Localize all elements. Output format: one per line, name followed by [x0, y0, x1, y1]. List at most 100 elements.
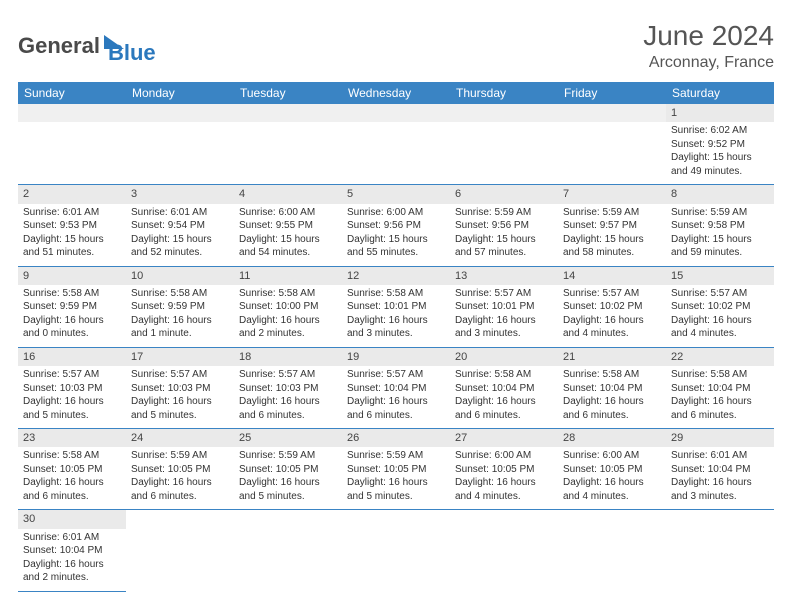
title-block: June 2024 Arconnay, France	[643, 20, 774, 72]
day-content-cell: Sunrise: 5:58 AMSunset: 10:04 PMDaylight…	[558, 366, 666, 429]
day-content-cell: Sunrise: 5:58 AMSunset: 9:59 PMDaylight:…	[18, 285, 126, 348]
day-content-cell: Sunrise: 5:58 AMSunset: 10:01 PMDaylight…	[342, 285, 450, 348]
sunrise-text: Sunrise: 5:57 AM	[671, 287, 769, 301]
day-info: Sunrise: 5:57 AMSunset: 10:02 PMDaylight…	[563, 287, 661, 341]
daylight-text: Daylight: 15 hours and 59 minutes.	[671, 233, 769, 260]
day-number: 28	[563, 431, 661, 445]
weekday-friday: Friday	[558, 82, 666, 104]
day-number-cell: 29	[666, 429, 774, 448]
day-number-cell	[450, 510, 558, 529]
sunrise-text: Sunrise: 5:58 AM	[455, 368, 553, 382]
day-content-cell: Sunrise: 6:00 AMSunset: 10:05 PMDaylight…	[558, 447, 666, 510]
daylight-text: Daylight: 16 hours and 3 minutes.	[671, 476, 769, 503]
day-info: Sunrise: 5:57 AMSunset: 10:03 PMDaylight…	[239, 368, 337, 422]
day-number: 23	[23, 431, 121, 445]
day-number: 17	[131, 350, 229, 364]
sunset-text: Sunset: 10:04 PM	[347, 382, 445, 396]
weekday-thursday: Thursday	[450, 82, 558, 104]
daylight-text: Daylight: 15 hours and 55 minutes.	[347, 233, 445, 260]
day-number: 6	[455, 187, 553, 201]
day-content-cell: Sunrise: 6:00 AMSunset: 9:56 PMDaylight:…	[342, 204, 450, 267]
daylight-text: Daylight: 16 hours and 5 minutes.	[23, 395, 121, 422]
sunset-text: Sunset: 10:05 PM	[563, 463, 661, 477]
day-info: Sunrise: 5:57 AMSunset: 10:03 PMDaylight…	[131, 368, 229, 422]
day-info: Sunrise: 5:59 AMSunset: 9:58 PMDaylight:…	[671, 206, 769, 260]
day-number: 2	[23, 187, 121, 201]
sunrise-text: Sunrise: 5:59 AM	[347, 449, 445, 463]
sunset-text: Sunset: 10:05 PM	[347, 463, 445, 477]
day-number-cell	[558, 510, 666, 529]
day-content-cell: Sunrise: 5:57 AMSunset: 10:04 PMDaylight…	[342, 366, 450, 429]
day-content-cell: Sunrise: 5:59 AMSunset: 10:05 PMDaylight…	[234, 447, 342, 510]
day-content-cell	[342, 529, 450, 592]
logo-text-blue: Blue	[108, 40, 156, 66]
day-info: Sunrise: 5:58 AMSunset: 9:59 PMDaylight:…	[23, 287, 121, 341]
day-info: Sunrise: 6:00 AMSunset: 10:05 PMDaylight…	[455, 449, 553, 503]
daylight-text: Daylight: 16 hours and 4 minutes.	[455, 476, 553, 503]
day-number: 27	[455, 431, 553, 445]
daylight-text: Daylight: 16 hours and 3 minutes.	[455, 314, 553, 341]
daynum-row: 1	[18, 104, 774, 122]
day-info: Sunrise: 5:59 AMSunset: 10:05 PMDaylight…	[131, 449, 229, 503]
day-content-cell	[342, 122, 450, 185]
sunset-text: Sunset: 10:01 PM	[455, 300, 553, 314]
sunset-text: Sunset: 10:03 PM	[239, 382, 337, 396]
daylight-text: Daylight: 16 hours and 2 minutes.	[23, 558, 121, 585]
sunrise-text: Sunrise: 6:01 AM	[131, 206, 229, 220]
sunset-text: Sunset: 10:04 PM	[671, 463, 769, 477]
day-number: 3	[131, 187, 229, 201]
sunrise-text: Sunrise: 6:00 AM	[239, 206, 337, 220]
day-content-cell: Sunrise: 5:57 AMSunset: 10:03 PMDaylight…	[126, 366, 234, 429]
weekday-sunday: Sunday	[18, 82, 126, 104]
day-number-cell: 10	[126, 266, 234, 285]
day-content-cell: Sunrise: 6:01 AMSunset: 10:04 PMDaylight…	[666, 447, 774, 510]
daylight-text: Daylight: 16 hours and 5 minutes.	[131, 395, 229, 422]
daylight-text: Daylight: 16 hours and 3 minutes.	[347, 314, 445, 341]
day-info: Sunrise: 5:58 AMSunset: 10:04 PMDaylight…	[671, 368, 769, 422]
day-number-cell: 14	[558, 266, 666, 285]
month-title: June 2024	[643, 20, 774, 52]
day-number: 15	[671, 269, 769, 283]
day-content-cell: Sunrise: 6:01 AMSunset: 9:53 PMDaylight:…	[18, 204, 126, 267]
daylight-text: Daylight: 15 hours and 49 minutes.	[671, 151, 769, 178]
sunrise-text: Sunrise: 5:58 AM	[23, 287, 121, 301]
day-content-cell: Sunrise: 6:01 AMSunset: 10:04 PMDaylight…	[18, 529, 126, 592]
day-content-cell: Sunrise: 5:57 AMSunset: 10:02 PMDaylight…	[666, 285, 774, 348]
day-content-cell	[18, 122, 126, 185]
daylight-text: Daylight: 16 hours and 6 minutes.	[131, 476, 229, 503]
day-number: 14	[563, 269, 661, 283]
sunset-text: Sunset: 9:57 PM	[563, 219, 661, 233]
day-number-cell	[342, 510, 450, 529]
sunset-text: Sunset: 10:04 PM	[455, 382, 553, 396]
sunrise-text: Sunrise: 5:58 AM	[239, 287, 337, 301]
daylight-text: Daylight: 16 hours and 6 minutes.	[671, 395, 769, 422]
day-number-cell: 2	[18, 185, 126, 204]
day-info: Sunrise: 5:57 AMSunset: 10:02 PMDaylight…	[671, 287, 769, 341]
sunset-text: Sunset: 10:05 PM	[23, 463, 121, 477]
sunrise-text: Sunrise: 5:58 AM	[671, 368, 769, 382]
sunset-text: Sunset: 10:02 PM	[563, 300, 661, 314]
location-label: Arconnay, France	[643, 54, 774, 72]
daynum-row: 16171819202122	[18, 347, 774, 366]
day-number-cell: 26	[342, 429, 450, 448]
daynum-row: 2345678	[18, 185, 774, 204]
day-number: 7	[563, 187, 661, 201]
day-content-cell	[234, 529, 342, 592]
day-info: Sunrise: 5:58 AMSunset: 9:59 PMDaylight:…	[131, 287, 229, 341]
content-row: Sunrise: 6:01 AMSunset: 9:53 PMDaylight:…	[18, 204, 774, 267]
daylight-text: Daylight: 16 hours and 4 minutes.	[563, 314, 661, 341]
day-number-cell: 17	[126, 347, 234, 366]
day-content-cell	[558, 122, 666, 185]
day-number-cell	[342, 104, 450, 122]
daylight-text: Daylight: 16 hours and 5 minutes.	[239, 476, 337, 503]
day-number-cell: 12	[342, 266, 450, 285]
day-content-cell: Sunrise: 5:59 AMSunset: 9:56 PMDaylight:…	[450, 204, 558, 267]
day-content-cell: Sunrise: 5:58 AMSunset: 10:00 PMDaylight…	[234, 285, 342, 348]
daylight-text: Daylight: 15 hours and 52 minutes.	[131, 233, 229, 260]
day-number-cell: 6	[450, 185, 558, 204]
daylight-text: Daylight: 15 hours and 57 minutes.	[455, 233, 553, 260]
daynum-row: 23242526272829	[18, 429, 774, 448]
sunrise-text: Sunrise: 6:02 AM	[671, 124, 769, 138]
sunrise-text: Sunrise: 5:59 AM	[671, 206, 769, 220]
day-content-cell	[450, 122, 558, 185]
